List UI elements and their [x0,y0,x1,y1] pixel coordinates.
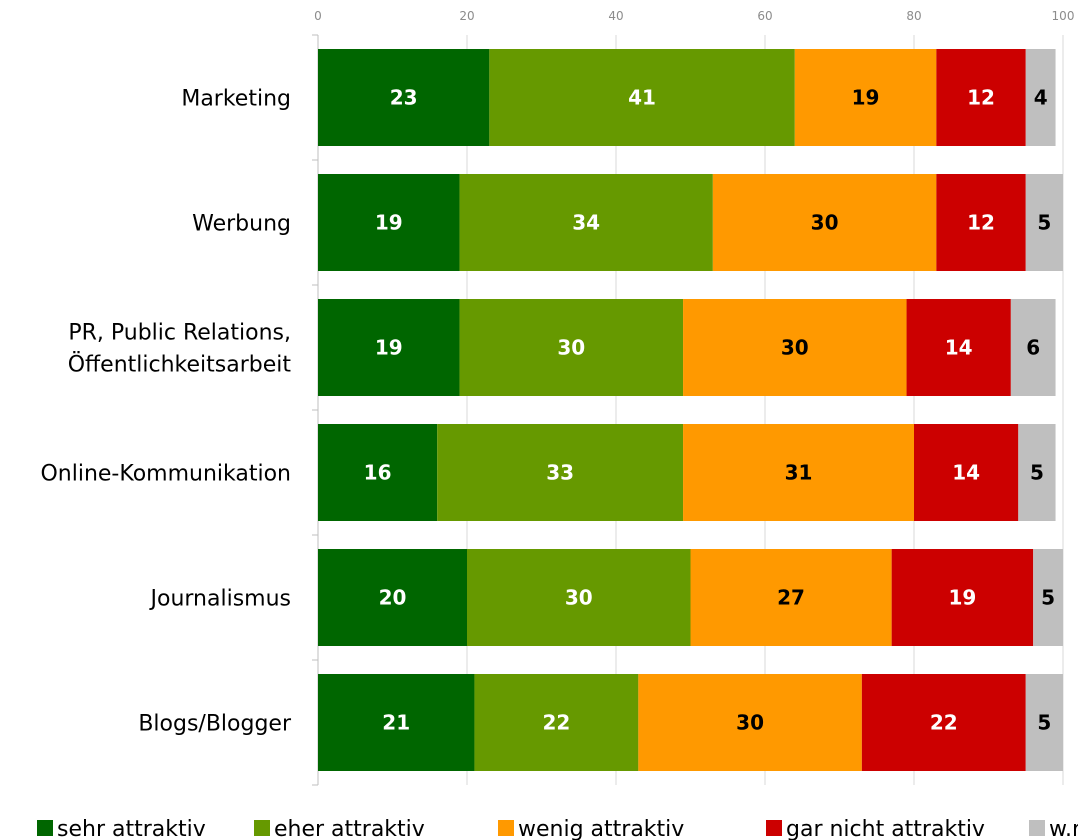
data-label-blogs-blogger-sehr-attraktiv: 21 [382,711,410,735]
x-tick-label-60: 60 [757,9,772,23]
bar-pr-public-relations-ffentlichkeitsarbeit-wenig-attraktiv [683,299,907,396]
category-label-pr-public-relations-ffentlichkeitsarbeit-line-2: Öffentlichkeitsarbeit [68,352,292,378]
data-label-werbung-w-n: 5 [1037,211,1051,235]
legend-swatch-w-n [1029,820,1045,836]
legend-swatch-eher-attraktiv [254,820,270,836]
data-label-pr-public-relations-ffentlichkeitsarbeit-eher-attraktiv: 30 [557,336,585,360]
data-label-werbung-eher-attraktiv: 34 [572,211,600,235]
bar-marketing-sehr-attraktiv [318,49,490,146]
data-label-pr-public-relations-ffentlichkeitsarbeit-wenig-attraktiv: 30 [781,336,809,360]
data-label-journalismus-wenig-attraktiv: 27 [777,586,805,610]
x-tick-label-40: 40 [608,9,623,23]
bar-werbung-wenig-attraktiv [712,174,937,271]
bar-online-kommunikation-gar-nicht-attraktiv [914,424,1019,521]
data-label-online-kommunikation-gar-nicht-attraktiv: 14 [952,461,980,485]
data-label-marketing-wenig-attraktiv: 19 [852,86,880,110]
bar-werbung-sehr-attraktiv [318,174,460,271]
bar-pr-public-relations-ffentlichkeitsarbeit-gar-nicht-attraktiv [906,299,1011,396]
data-label-journalismus-w-n: 5 [1041,586,1055,610]
bar-marketing-eher-attraktiv [489,49,795,146]
data-label-werbung-sehr-attraktiv: 19 [375,211,403,235]
bar-marketing-wenig-attraktiv [794,49,937,146]
legend-label-sehr-attraktiv: sehr attraktiv [57,817,206,840]
bar-online-kommunikation-eher-attraktiv [437,424,684,521]
bar-blogs-blogger-eher-attraktiv [474,674,639,771]
data-label-journalismus-eher-attraktiv: 30 [565,586,593,610]
bar-journalismus-eher-attraktiv [467,549,691,646]
category-labels: Marketing Werbung PR, Public Relations, Öff… [40,87,291,737]
bar-blogs-blogger-w-n [1025,674,1063,771]
category-label-online-kommunikation: Online-Kommunikation [40,462,291,487]
bar-online-kommunikation-wenig-attraktiv [683,424,914,521]
data-label-online-kommunikation-wenig-attraktiv: 31 [785,461,813,485]
data-label-marketing-w-n: 4 [1034,86,1048,110]
bar-pr-public-relations-ffentlichkeitsarbeit-w-n [1010,299,1056,396]
bar-pr-public-relations-ffentlichkeitsarbeit-eher-attraktiv [459,299,684,396]
data-label-marketing-gar-nicht-attraktiv: 12 [967,86,995,110]
x-tick-label-80: 80 [906,9,921,23]
x-tick-label-100: 100 [1052,9,1075,23]
category-label-werbung: Werbung [192,212,291,237]
bar-werbung-eher-attraktiv [459,174,713,271]
bar-blogs-blogger-gar-nicht-attraktiv [861,674,1026,771]
bar-blogs-blogger-wenig-attraktiv [638,674,862,771]
gridlines [317,35,1064,785]
data-label-pr-public-relations-ffentlichkeitsarbeit-w-n: 6 [1026,336,1040,360]
legend-swatch-wenig-attraktiv [498,820,514,836]
data-label-online-kommunikation-sehr-attraktiv: 16 [364,461,392,485]
data-label-pr-public-relations-ffentlichkeitsarbeit-sehr-attraktiv: 19 [375,336,403,360]
data-label-werbung-gar-nicht-attraktiv: 12 [967,211,995,235]
data-label-marketing-eher-attraktiv: 41 [628,86,656,110]
data-label-journalismus-sehr-attraktiv: 20 [379,586,407,610]
data-label-marketing-sehr-attraktiv: 23 [390,86,418,110]
data-label-blogs-blogger-gar-nicht-attraktiv: 22 [930,711,958,735]
data-label-werbung-wenig-attraktiv: 30 [811,211,839,235]
bars: 23 41 19 12 4 19 34 30 12 5 19 30 30 14 6 16 33 31 14 5 20 30… [318,49,1063,771]
x-axis-ticks: 0 20 40 60 80 100 [314,9,1074,23]
data-label-blogs-blogger-wenig-attraktiv: 30 [736,711,764,735]
data-label-journalismus-gar-nicht-attraktiv: 19 [949,586,977,610]
bar-werbung-w-n [1025,174,1063,271]
bar-journalismus-wenig-attraktiv [690,549,892,646]
legend-label-eher-attraktiv: eher attraktiv [274,817,425,840]
legend: sehr attraktiv eher attraktiv wenig attrak… [37,817,1078,840]
data-label-blogs-blogger-eher-attraktiv: 22 [542,711,570,735]
bar-journalismus-sehr-attraktiv [318,549,467,646]
data-label-online-kommunikation-eher-attraktiv: 33 [546,461,574,485]
legend-label-wenig-attraktiv: wenig attraktiv [518,817,684,840]
legend-swatch-sehr-attraktiv [37,820,53,836]
bar-journalismus-gar-nicht-attraktiv [891,549,1034,646]
data-label-pr-public-relations-ffentlichkeitsarbeit-gar-nicht-attraktiv: 14 [945,336,973,360]
bar-marketing-gar-nicht-attraktiv [936,49,1026,146]
bar-online-kommunikation-w-n [1018,424,1056,521]
bar-pr-public-relations-ffentlichkeitsarbeit-sehr-attraktiv [318,299,460,396]
bar-journalismus-w-n [1033,549,1063,646]
category-label-journalismus: Journalismus [149,587,292,612]
legend-label-w-n: w.n. [1049,817,1078,840]
bar-blogs-blogger-sehr-attraktiv [318,674,475,771]
data-label-blogs-blogger-w-n: 5 [1037,711,1051,735]
category-label-marketing: Marketing [181,87,291,112]
x-tick-label-0: 0 [314,9,322,23]
data-label-online-kommunikation-w-n: 5 [1030,461,1044,485]
legend-swatch-gar-nicht-attraktiv [766,820,782,836]
category-label-pr-public-relations-ffentlichkeitsarbeit-line-1: PR, Public Relations, [68,321,291,346]
bar-marketing-w-n [1025,49,1056,146]
category-label-blogs-blogger: Blogs/Blogger [138,712,292,737]
y-axis [312,34,319,786]
bar-online-kommunikation-sehr-attraktiv [318,424,438,521]
x-tick-label-20: 20 [459,9,474,23]
bar-werbung-gar-nicht-attraktiv [936,174,1026,271]
legend-label-gar-nicht-attraktiv: gar nicht attraktiv [786,817,985,840]
